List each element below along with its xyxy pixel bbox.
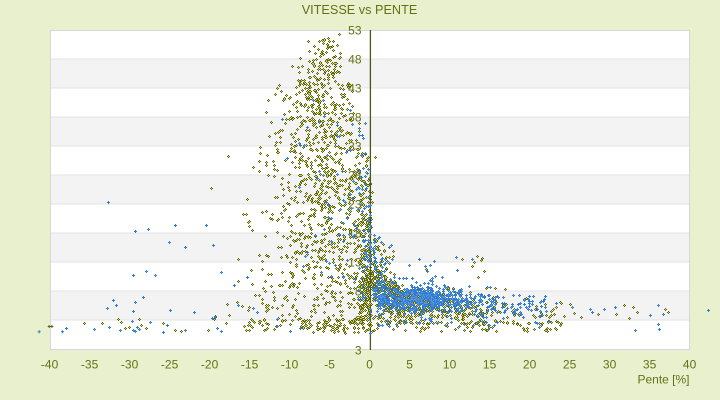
svg-text:0: 0	[366, 358, 373, 372]
svg-text:53: 53	[348, 23, 362, 37]
svg-text:30: 30	[603, 358, 617, 372]
svg-text:48: 48	[348, 52, 362, 66]
svg-text:-25: -25	[161, 358, 179, 372]
svg-text:-40: -40	[41, 358, 59, 372]
svg-text:35: 35	[643, 358, 657, 372]
svg-text:5: 5	[406, 358, 413, 372]
svg-text:-30: -30	[121, 358, 139, 372]
svg-text:-20: -20	[201, 358, 219, 372]
svg-text:3: 3	[355, 343, 362, 357]
svg-text:43: 43	[348, 81, 362, 95]
svg-text:-35: -35	[81, 358, 99, 372]
svg-text:-5: -5	[324, 358, 335, 372]
svg-text:15: 15	[483, 358, 497, 372]
svg-text:20: 20	[523, 358, 537, 372]
svg-text:40: 40	[683, 358, 697, 372]
svg-text:VITESSE vs PENTE: VITESSE vs PENTE	[302, 3, 418, 17]
svg-text:25: 25	[563, 358, 577, 372]
svg-text:10: 10	[443, 358, 457, 372]
svg-text:-10: -10	[281, 358, 299, 372]
svg-text:-15: -15	[241, 358, 259, 372]
svg-text:Pente [%]: Pente [%]	[637, 373, 689, 387]
